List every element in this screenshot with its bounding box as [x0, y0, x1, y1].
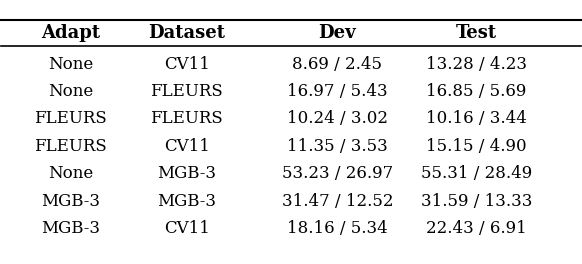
Text: CV11: CV11: [164, 220, 210, 237]
Text: CV11: CV11: [164, 138, 210, 155]
Text: 8.69 / 2.45: 8.69 / 2.45: [292, 56, 382, 73]
Text: None: None: [48, 83, 94, 100]
Text: Dev: Dev: [318, 24, 356, 42]
Text: 16.97 / 5.43: 16.97 / 5.43: [287, 83, 388, 100]
Text: FLEURS: FLEURS: [34, 138, 107, 155]
Text: 55.31 / 28.49: 55.31 / 28.49: [421, 165, 532, 182]
Text: FLEURS: FLEURS: [34, 110, 107, 128]
Text: 18.16 / 5.34: 18.16 / 5.34: [287, 220, 388, 237]
Text: 31.59 / 13.33: 31.59 / 13.33: [421, 193, 532, 210]
Text: MGB-3: MGB-3: [157, 165, 217, 182]
Text: None: None: [48, 56, 94, 73]
Text: 22.43 / 6.91: 22.43 / 6.91: [426, 220, 527, 237]
Text: CV11: CV11: [164, 56, 210, 73]
Text: MGB-3: MGB-3: [41, 193, 101, 210]
Text: Dataset: Dataset: [148, 24, 225, 42]
Text: MGB-3: MGB-3: [41, 220, 101, 237]
Text: 53.23 / 26.97: 53.23 / 26.97: [282, 165, 393, 182]
Text: Adapt: Adapt: [41, 24, 101, 42]
Text: None: None: [48, 165, 94, 182]
Text: Test: Test: [456, 24, 497, 42]
Text: 13.28 / 4.23: 13.28 / 4.23: [426, 56, 527, 73]
Text: 15.15 / 4.90: 15.15 / 4.90: [426, 138, 527, 155]
Text: 11.35 / 3.53: 11.35 / 3.53: [287, 138, 388, 155]
Text: MGB-3: MGB-3: [157, 193, 217, 210]
Text: 31.47 / 12.52: 31.47 / 12.52: [282, 193, 393, 210]
Text: FLEURS: FLEURS: [150, 110, 223, 128]
Text: 10.24 / 3.02: 10.24 / 3.02: [287, 110, 388, 128]
Text: FLEURS: FLEURS: [150, 83, 223, 100]
Text: 16.85 / 5.69: 16.85 / 5.69: [426, 83, 527, 100]
Text: 10.16 / 3.44: 10.16 / 3.44: [426, 110, 527, 128]
